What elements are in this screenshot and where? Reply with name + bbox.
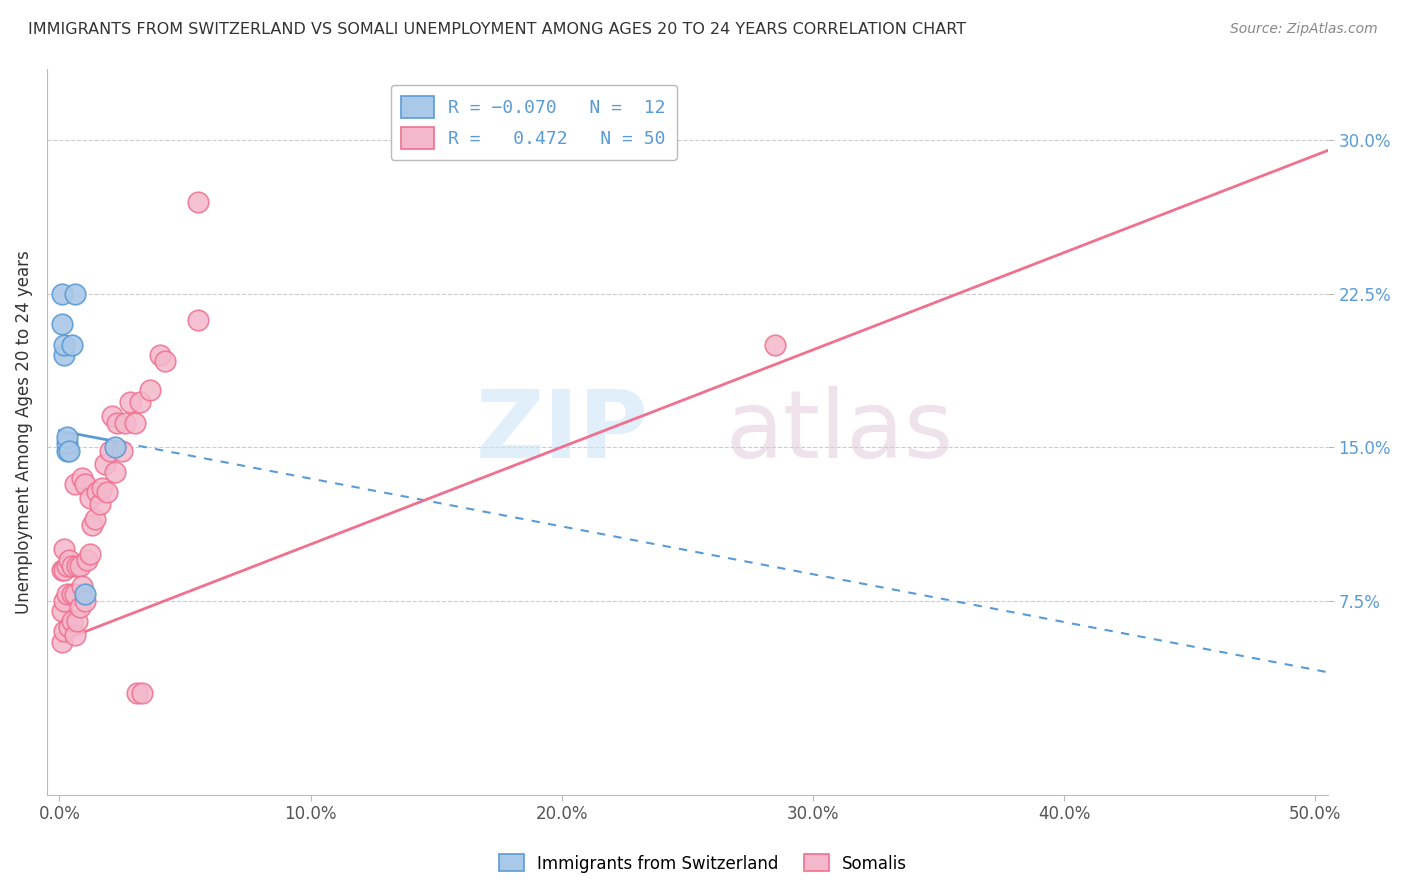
Point [56, 430, 79, 444]
Point [128, 395, 150, 409]
Point [96, 485, 118, 500]
Point [63, 587, 86, 601]
Point [51, 318, 73, 332]
Point [131, 686, 153, 700]
Text: Source: ZipAtlas.com: Source: ZipAtlas.com [1230, 22, 1378, 37]
Point [66, 614, 89, 628]
Point [114, 416, 136, 430]
Point [139, 383, 162, 397]
Legend: R = −0.070   N =  12, R =   0.472   N = 50: R = −0.070 N = 12, R = 0.472 N = 50 [391, 85, 676, 160]
Legend: Immigrants from Switzerland, Somalis: Immigrants from Switzerland, Somalis [492, 847, 914, 880]
Point [60, 587, 83, 601]
Point [124, 416, 146, 430]
Point [53, 338, 76, 352]
Point [56, 444, 79, 458]
Point [69, 599, 91, 614]
Point [79, 547, 101, 561]
Point [89, 498, 111, 512]
Point [69, 558, 91, 573]
Point [56, 436, 79, 450]
Point [56, 558, 79, 573]
Point [53, 348, 76, 362]
Point [63, 286, 86, 301]
Point [58, 552, 80, 566]
Point [66, 558, 89, 573]
Text: IMMIGRANTS FROM SWITZERLAND VS SOMALI UNEMPLOYMENT AMONG AGES 20 TO 24 YEARS COR: IMMIGRANTS FROM SWITZERLAND VS SOMALI UN… [28, 22, 966, 37]
Point [53, 542, 76, 557]
Point [187, 313, 209, 327]
Point [70, 579, 93, 593]
Point [53, 624, 76, 639]
Point [63, 628, 86, 642]
Text: ZIP: ZIP [477, 386, 650, 478]
Point [98, 444, 121, 458]
Point [51, 604, 73, 618]
Point [187, 194, 209, 209]
Point [79, 491, 101, 506]
Point [118, 395, 141, 409]
Point [149, 348, 172, 362]
Point [51, 286, 73, 301]
Point [73, 593, 96, 607]
Point [104, 440, 127, 454]
Point [51, 634, 73, 648]
Point [70, 471, 93, 485]
Point [91, 481, 114, 495]
Point [53, 593, 76, 607]
Point [105, 416, 128, 430]
Text: atlas: atlas [725, 386, 955, 478]
Point [111, 444, 134, 458]
Point [82, 517, 104, 532]
Point [101, 409, 124, 424]
Point [58, 444, 80, 458]
Point [56, 587, 79, 601]
Point [53, 563, 76, 577]
Point [58, 620, 80, 634]
Point [60, 614, 83, 628]
Point [104, 465, 127, 479]
Point [73, 477, 96, 491]
Point [51, 563, 73, 577]
Point [76, 552, 98, 566]
Point [86, 485, 108, 500]
Point [153, 354, 176, 368]
Y-axis label: Unemployment Among Ages 20 to 24 years: Unemployment Among Ages 20 to 24 years [15, 250, 32, 614]
Point [63, 477, 86, 491]
Point [83, 512, 105, 526]
Point [127, 686, 149, 700]
Point [73, 587, 96, 601]
Point [763, 338, 786, 352]
Point [60, 338, 83, 352]
Point [60, 558, 83, 573]
Point [93, 457, 115, 471]
